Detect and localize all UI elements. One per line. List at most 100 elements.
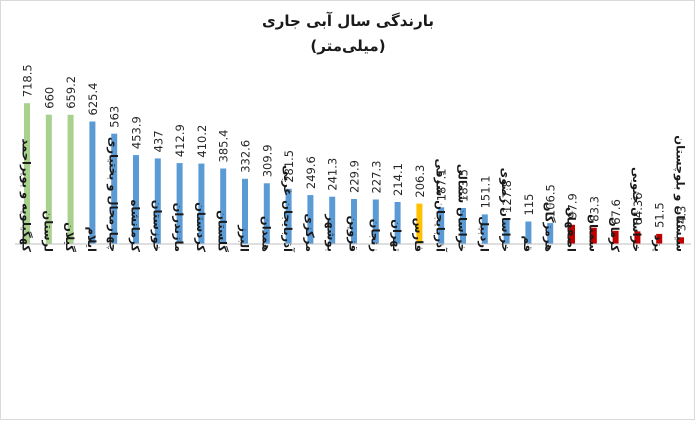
- category-label-27: کرمان: [608, 217, 622, 252]
- category-label-24: هرمزگان: [543, 202, 557, 252]
- value-label-23: 115: [522, 194, 536, 216]
- category-label-11: همدان: [259, 216, 273, 252]
- value-label-30: 34.3: [675, 206, 689, 232]
- bar-28: [634, 231, 641, 244]
- bar-20: [460, 208, 466, 244]
- category-label-23: قم: [521, 235, 535, 252]
- value-label-9: 385.4: [217, 130, 231, 163]
- value-label-27: 67.6: [609, 199, 623, 225]
- category-label-4: چهارمحال و بختیاری: [106, 137, 121, 252]
- bar-27: [612, 230, 619, 244]
- bar-24: [547, 223, 554, 244]
- value-label-16: 227.3: [369, 161, 383, 194]
- value-labels-group: 718.5 660 659.2 625.4 563 453.9 437 412.9 410.2 3…: [21, 64, 689, 231]
- category-label-13: مرکزی: [303, 213, 317, 252]
- bar-30: [678, 237, 684, 244]
- category-label-12: آذربایجان غربی: [281, 165, 295, 253]
- bar-26: [590, 227, 597, 244]
- bar-16: [372, 199, 379, 244]
- bar-12: [285, 188, 292, 244]
- value-label-6: 437: [151, 130, 165, 152]
- value-label-10: 332.6: [239, 140, 253, 173]
- chart-title: بارندگی سال آبی جاری: [262, 12, 434, 30]
- category-label-3: ایلام: [85, 227, 99, 252]
- bar-2: [67, 114, 74, 244]
- bar-22: [503, 219, 510, 244]
- bar-0: [24, 103, 30, 244]
- bar-8: [198, 163, 205, 244]
- value-label-12: 281.5: [282, 150, 296, 183]
- category-label-8: کردستان: [194, 202, 208, 252]
- value-label-8: 410.2: [195, 125, 209, 158]
- value-label-4: 563: [108, 106, 122, 128]
- value-label-24: 106.5: [544, 184, 558, 217]
- value-label-18: 206.3: [413, 165, 427, 198]
- bar-23: [525, 221, 532, 244]
- bar-25: [569, 224, 575, 244]
- value-label-5: 453.9: [130, 116, 144, 149]
- bar-7: [176, 163, 183, 244]
- bar-19: [438, 207, 445, 244]
- category-label-21: اردبیل: [477, 216, 491, 252]
- bars-group: [24, 103, 684, 244]
- category-label-2: گیلان: [63, 222, 77, 252]
- category-label-28: خراسان جنوبی: [629, 167, 644, 252]
- bar-21: [481, 214, 488, 244]
- value-label-2: 659.2: [64, 76, 78, 109]
- bar-1: [45, 114, 52, 244]
- category-label-7: مازندران: [172, 203, 186, 252]
- category-label-17: تهران: [390, 219, 404, 252]
- bar-14: [329, 196, 336, 244]
- value-label-29: 51.5: [653, 202, 667, 228]
- bar-13: [307, 195, 314, 244]
- bar-17: [394, 202, 401, 244]
- category-label-1: لرستان: [41, 210, 55, 252]
- category-label-30: سیستان و بلوچستان: [673, 135, 688, 252]
- bar-6: [154, 158, 161, 244]
- value-label-3: 625.4: [86, 83, 100, 116]
- value-label-13: 249.6: [304, 156, 318, 189]
- category-label-14: بوشهر: [324, 213, 339, 252]
- bar-9: [220, 168, 227, 244]
- category-label-19: آذربایجان شرقی: [434, 159, 448, 254]
- category-label-16: زنجان: [368, 219, 382, 252]
- value-label-0: 718.5: [21, 64, 35, 97]
- bar-10: [242, 178, 248, 244]
- category-label-5: کرمانشاه: [129, 200, 143, 253]
- category-label-9: گلستان: [216, 210, 230, 252]
- category-label-25: اصفهان: [565, 207, 579, 252]
- value-label-7: 412.9: [173, 124, 187, 157]
- category-label-18: فارس: [412, 218, 426, 252]
- value-label-1: 660: [42, 87, 56, 109]
- value-label-11: 309.9: [260, 144, 274, 177]
- bar-11: [263, 183, 270, 244]
- category-label-20: خراسان شمالی: [456, 164, 470, 252]
- bar-4: [111, 133, 118, 244]
- value-label-19: 187.1: [435, 168, 449, 201]
- category-label-15: قزوین: [346, 216, 361, 253]
- category-label-10: البرز: [238, 224, 252, 252]
- category-label-29: یزد: [652, 235, 666, 252]
- value-label-17: 214.1: [391, 163, 405, 196]
- value-label-25: 97.9: [566, 193, 580, 219]
- value-label-22: 127.8: [500, 180, 514, 213]
- bar-15: [351, 199, 357, 244]
- value-label-15: 229.9: [348, 160, 362, 193]
- value-label-14: 241.3: [326, 158, 340, 191]
- bar-3: [89, 121, 96, 244]
- category-label-6: خوزستان: [149, 200, 164, 252]
- value-label-21: 151.1: [478, 175, 492, 208]
- bar-18: [416, 203, 423, 244]
- category-label-26: سمنان: [586, 214, 600, 252]
- bar-29: [656, 233, 663, 244]
- chart-subtitle: (میلی‌متر): [310, 37, 385, 55]
- value-label-28: 64.36: [631, 192, 645, 225]
- category-labels-group: کهگیلویه و بویراحمد لرستان گیلان ایلام چهارم…: [19, 135, 688, 253]
- bar-5: [133, 155, 139, 244]
- value-label-20: 183.5: [457, 169, 471, 202]
- value-label-26: 83.3: [587, 196, 601, 222]
- category-label-22: خراسان رضوی: [498, 168, 513, 252]
- category-label-0: کهگیلویه و بویراحمد: [19, 138, 34, 252]
